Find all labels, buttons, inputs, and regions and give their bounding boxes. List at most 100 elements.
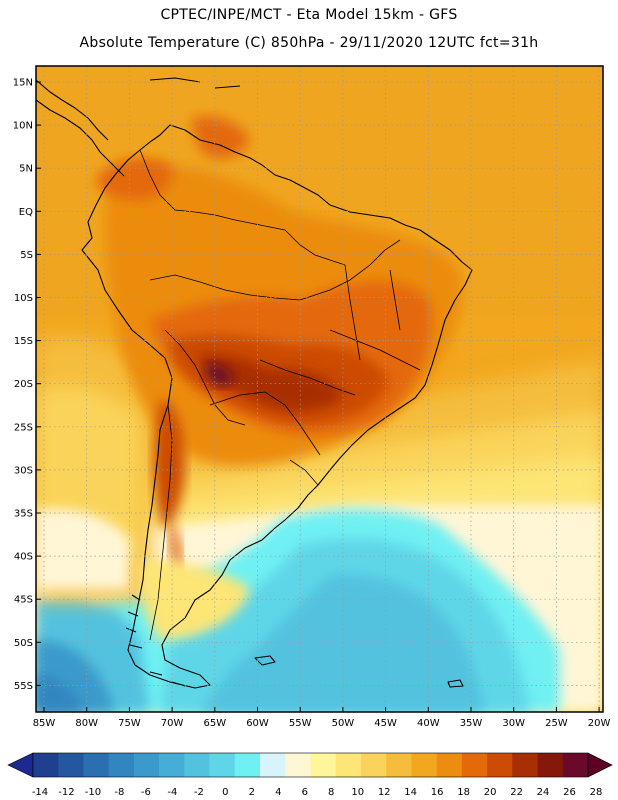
colorbar-segment [234,753,261,777]
lon-tick-label: 55W [289,718,312,729]
border-north [139,149,286,231]
south-georgia [447,679,464,688]
colorbar-segment [310,753,337,777]
colorbar-segment [487,753,513,777]
colorbar-segment [335,753,362,777]
border-brazil-states-south [259,359,356,396]
lat-tick-label: 30S [14,465,33,476]
lat-tick-label: 55S [14,681,33,692]
colorbar-segment [58,753,84,777]
colorbar-segment [436,753,463,777]
lat-tick-label: 35S [14,509,33,520]
colorbar-label: 24 [537,787,550,798]
lat-tick-label: 50S [14,638,33,649]
latitude-axis: 15N 10N 5N EQ 5S 10S 15S 20S 25S 30S 35S 40S 45S 50S 5… [13,78,41,692]
border-guianas [284,229,346,266]
border-brazil-states-north [299,239,401,301]
colorbar-segment [260,753,286,777]
colorbar-label: 2 [249,787,255,798]
colorbar-label: 20 [484,787,497,798]
colorbar-label: 26 [563,787,576,798]
border-uruguay [289,459,319,486]
colorbar-segment [360,753,387,777]
lon-tick-label: 40W [417,718,440,729]
colorbar-segment [386,753,412,777]
colorbar-label: -4 [167,787,177,798]
colorbar-segment [562,753,589,777]
lon-tick-label: 65W [203,718,226,729]
colorbar-label: -2 [194,787,204,798]
colorbar-label: 22 [510,787,523,798]
colorbar-under-arrow [7,752,34,778]
border-paraguay [209,391,321,456]
graticule [36,66,603,712]
lon-tick-label: 70W [161,718,184,729]
colorbar-label: 8 [328,787,334,798]
lat-tick-label: 5S [20,250,33,261]
lon-tick-label: 60W [246,718,269,729]
colorbar-segment [411,753,437,777]
temperature-field [36,66,603,712]
colorbar-segment [209,753,236,777]
colorbar-label: -6 [141,787,151,798]
colorbar-outline [32,752,589,778]
border-brazil-states-ne [389,269,401,331]
central-america-coastline [36,79,125,177]
colorbar-label: 12 [378,787,391,798]
lat-tick-label: 40S [14,552,33,563]
colorbar-segment [461,753,488,777]
colorbar-label: -10 [85,787,101,798]
chile-archipelago [125,594,186,687]
border-brazil-states-east [344,264,361,361]
lat-tick-label: 5N [19,164,33,175]
longitude-axis: 85W 80W 75W 70W 65W 60W 55W 50W 45W 40W 35W 30W 25W 2… [33,707,611,729]
colorbar-label: 4 [275,787,281,798]
lat-tick-label: 15S [14,336,33,347]
colorbar-label: 16 [431,787,444,798]
colorbar-segment [159,753,185,777]
colorbar-label: 14 [404,787,417,798]
chart-title-line2: Absolute Temperature (C) 850hPa - 29/11/… [79,35,539,51]
map-frame [35,65,604,713]
lat-tick-label: 10S [14,293,33,304]
colorbar-label: 18 [457,787,470,798]
lon-tick-label: 80W [75,718,98,729]
colorbar-label: -14 [32,787,48,798]
colorbar-segment [133,753,160,777]
south-america-coastline [81,124,473,689]
colorbar-label: -8 [114,787,124,798]
lon-tick-label: 25W [545,718,568,729]
colorbar-segment [33,753,59,777]
lon-tick-label: 50W [332,718,355,729]
lon-tick-label: 85W [33,718,56,729]
lon-tick-label: 30W [502,718,525,729]
lat-tick-label: 25S [14,422,33,433]
lat-tick-label: EQ [19,207,33,218]
colorbar-label: -12 [58,787,74,798]
lat-tick-label: 15N [13,78,33,89]
chart-title-line1: CPTEC/INPE/MCT - Eta Model 15km - GFS [160,7,458,23]
colorbar-label: 0 [222,787,228,798]
falkland-islands [254,655,276,666]
colorbar: -14 -12 -10 -8 -6 -4 -2 0 2 4 6 8 10 12 14 16 18 20 22 24 26… [7,752,613,798]
colorbar-segment [537,753,564,777]
colorbar-segment [83,753,109,777]
coastlines [36,77,473,689]
lat-tick-label: 45S [14,595,33,606]
border-peru-brazil [149,274,301,301]
colorbar-label: 6 [302,787,308,798]
lon-tick-label: 75W [118,718,141,729]
country-borders [139,149,421,641]
colorbar-label: 10 [351,787,364,798]
lat-tick-label: 20S [14,379,33,390]
colorbar-segment [184,753,210,777]
colorbar-label: 28 [590,787,603,798]
colorbar-segment [285,753,311,777]
colorbar-over-arrow [587,752,613,778]
caribbean-islands [149,77,241,89]
lon-tick-label: 45W [374,718,397,729]
border-bolivia [164,329,246,426]
border-brazil-states-mid [329,329,421,371]
lon-tick-label: 20W [588,718,611,729]
